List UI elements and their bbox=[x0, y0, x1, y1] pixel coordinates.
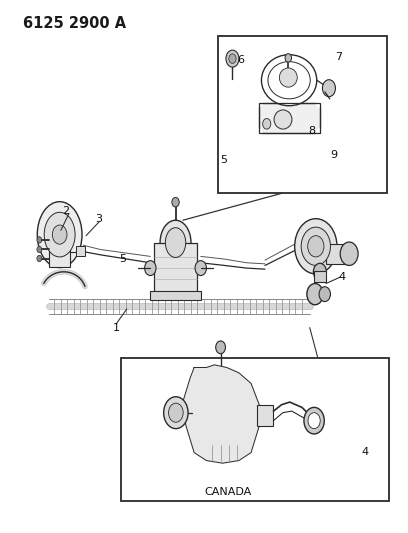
Ellipse shape bbox=[263, 118, 271, 129]
Bar bbox=[150, 292, 201, 300]
Ellipse shape bbox=[44, 212, 75, 257]
Text: 5: 5 bbox=[220, 155, 227, 165]
Bar bbox=[154, 243, 197, 294]
Ellipse shape bbox=[304, 407, 324, 434]
Ellipse shape bbox=[216, 341, 226, 354]
Ellipse shape bbox=[308, 413, 320, 429]
Text: 9: 9 bbox=[330, 150, 338, 160]
Bar bbox=[326, 244, 348, 264]
Ellipse shape bbox=[37, 246, 42, 253]
Ellipse shape bbox=[315, 97, 324, 108]
Ellipse shape bbox=[37, 237, 42, 243]
Ellipse shape bbox=[226, 50, 239, 67]
Polygon shape bbox=[182, 365, 259, 463]
Ellipse shape bbox=[52, 225, 67, 244]
Text: 1: 1 bbox=[113, 322, 120, 333]
Ellipse shape bbox=[319, 287, 330, 302]
Ellipse shape bbox=[301, 227, 330, 265]
Ellipse shape bbox=[255, 128, 263, 139]
Bar bbox=[259, 102, 319, 133]
Bar bbox=[49, 235, 70, 266]
Ellipse shape bbox=[285, 54, 292, 62]
Ellipse shape bbox=[268, 62, 310, 99]
Ellipse shape bbox=[37, 201, 82, 268]
Ellipse shape bbox=[164, 397, 188, 429]
Ellipse shape bbox=[262, 55, 317, 106]
Text: 6: 6 bbox=[237, 55, 244, 65]
Text: 7: 7 bbox=[335, 52, 342, 61]
Ellipse shape bbox=[172, 197, 179, 207]
Ellipse shape bbox=[307, 284, 323, 305]
Ellipse shape bbox=[255, 97, 263, 108]
Ellipse shape bbox=[160, 220, 191, 265]
Bar bbox=[121, 358, 389, 502]
Text: 5: 5 bbox=[119, 254, 126, 263]
Ellipse shape bbox=[315, 128, 324, 139]
Ellipse shape bbox=[169, 403, 183, 422]
Ellipse shape bbox=[295, 219, 337, 274]
Text: 4: 4 bbox=[361, 447, 368, 456]
Ellipse shape bbox=[37, 255, 42, 262]
Ellipse shape bbox=[274, 110, 292, 129]
Text: 4: 4 bbox=[339, 272, 346, 282]
Bar bbox=[314, 271, 326, 282]
Text: 2: 2 bbox=[62, 206, 69, 216]
Ellipse shape bbox=[313, 263, 326, 280]
Ellipse shape bbox=[340, 242, 358, 265]
Ellipse shape bbox=[195, 261, 206, 276]
Bar bbox=[259, 102, 319, 133]
Ellipse shape bbox=[322, 80, 335, 96]
Bar bbox=[218, 36, 387, 193]
Ellipse shape bbox=[165, 228, 186, 257]
Ellipse shape bbox=[308, 236, 324, 257]
Ellipse shape bbox=[229, 54, 236, 63]
Bar bbox=[257, 405, 273, 426]
Text: CANADA: CANADA bbox=[205, 488, 252, 497]
Text: 8: 8 bbox=[308, 126, 315, 136]
Bar bbox=[76, 246, 85, 256]
Ellipse shape bbox=[144, 261, 156, 276]
Text: 6125 2900 A: 6125 2900 A bbox=[23, 15, 126, 30]
Text: 3: 3 bbox=[95, 214, 102, 224]
Ellipse shape bbox=[279, 68, 297, 87]
